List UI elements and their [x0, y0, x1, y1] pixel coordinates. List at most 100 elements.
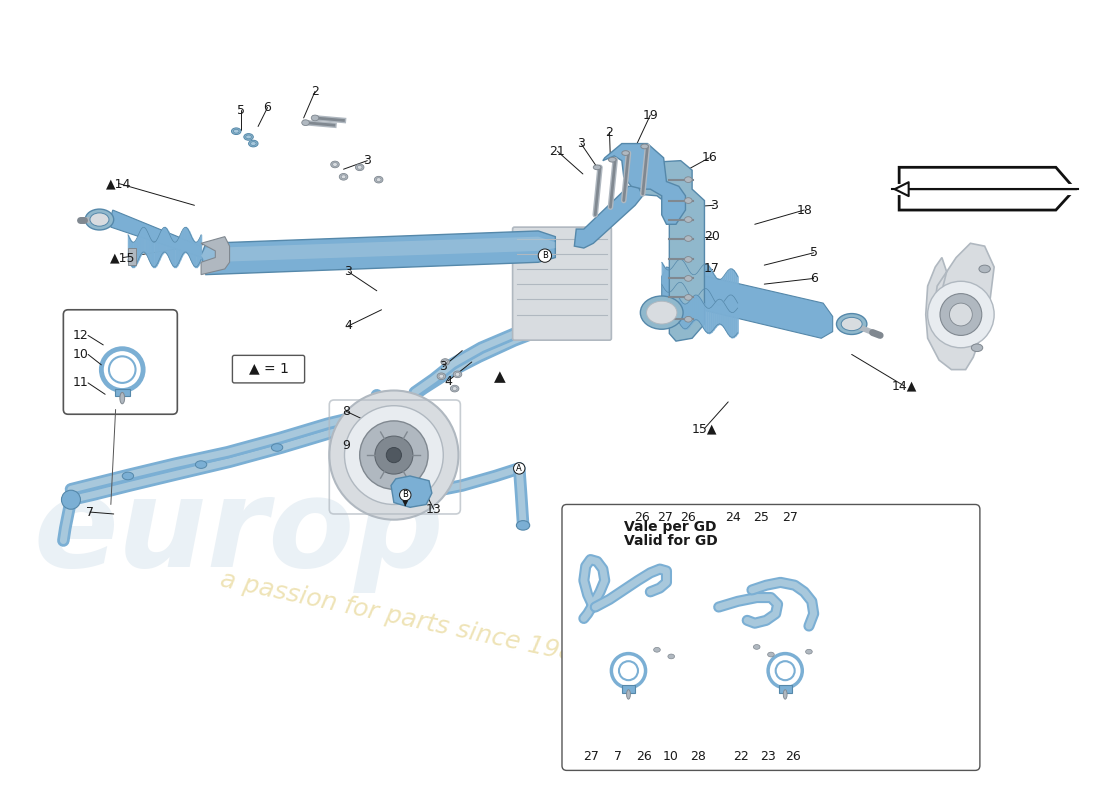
Ellipse shape [376, 178, 381, 182]
Text: 3: 3 [578, 137, 585, 150]
Text: A: A [516, 464, 522, 473]
Text: 20: 20 [704, 230, 720, 243]
Polygon shape [662, 267, 833, 338]
Polygon shape [111, 210, 201, 258]
Text: 9: 9 [342, 439, 350, 452]
Ellipse shape [805, 650, 812, 654]
Ellipse shape [684, 275, 692, 282]
Circle shape [940, 294, 982, 335]
Text: 6: 6 [810, 272, 817, 285]
Text: 6: 6 [264, 101, 272, 114]
Ellipse shape [249, 140, 258, 147]
Ellipse shape [783, 690, 788, 699]
Circle shape [360, 421, 428, 490]
Ellipse shape [647, 302, 676, 324]
Ellipse shape [251, 142, 256, 146]
Ellipse shape [233, 130, 239, 133]
Text: 27: 27 [583, 750, 600, 762]
Text: 22: 22 [734, 750, 749, 762]
Text: 3: 3 [344, 266, 352, 278]
Ellipse shape [684, 294, 692, 300]
Polygon shape [634, 161, 704, 341]
Circle shape [949, 303, 972, 326]
Ellipse shape [450, 386, 459, 392]
Ellipse shape [437, 373, 446, 379]
Text: ▲: ▲ [494, 369, 506, 384]
Ellipse shape [452, 386, 456, 390]
Text: 16: 16 [702, 151, 717, 164]
Ellipse shape [668, 654, 674, 659]
Text: B: B [542, 251, 548, 260]
Ellipse shape [640, 296, 683, 330]
Text: europ: europ [34, 473, 444, 594]
Ellipse shape [754, 645, 760, 650]
FancyBboxPatch shape [513, 227, 612, 340]
Text: 7: 7 [86, 506, 94, 518]
Circle shape [514, 462, 525, 474]
Text: 3: 3 [710, 198, 718, 212]
Text: 13: 13 [426, 502, 441, 516]
Text: ▲15: ▲15 [110, 251, 136, 264]
Ellipse shape [355, 164, 364, 170]
Polygon shape [201, 237, 230, 274]
Bar [621, 685, 635, 693]
Text: 8: 8 [342, 405, 351, 418]
Text: 17: 17 [704, 262, 720, 275]
Ellipse shape [439, 374, 443, 378]
FancyBboxPatch shape [562, 505, 980, 770]
Polygon shape [201, 231, 556, 274]
Text: 4: 4 [444, 374, 452, 387]
Ellipse shape [684, 217, 692, 222]
Ellipse shape [684, 177, 692, 182]
Text: 26: 26 [636, 750, 651, 762]
FancyBboxPatch shape [64, 310, 177, 414]
Text: 7: 7 [614, 750, 622, 762]
Ellipse shape [641, 144, 648, 149]
Ellipse shape [196, 461, 207, 468]
Circle shape [386, 447, 402, 462]
Text: 21: 21 [549, 145, 565, 158]
Ellipse shape [684, 236, 692, 242]
Ellipse shape [339, 174, 348, 180]
Ellipse shape [836, 314, 867, 334]
Ellipse shape [244, 134, 253, 140]
Text: 3: 3 [363, 154, 371, 167]
Text: 23: 23 [760, 750, 775, 762]
Text: 5: 5 [810, 246, 817, 259]
Circle shape [399, 490, 411, 501]
Text: 3: 3 [439, 360, 448, 374]
Polygon shape [603, 143, 685, 224]
Text: 11: 11 [73, 377, 88, 390]
Text: 12: 12 [73, 329, 88, 342]
Text: 14▲: 14▲ [891, 379, 916, 392]
FancyBboxPatch shape [232, 355, 305, 383]
Ellipse shape [122, 472, 133, 480]
Text: B: B [403, 490, 408, 499]
Ellipse shape [120, 393, 124, 404]
Ellipse shape [453, 371, 462, 378]
Ellipse shape [374, 176, 383, 183]
Text: 15▲: 15▲ [692, 422, 717, 435]
Text: 19: 19 [642, 109, 658, 122]
Text: Vale per GD: Vale per GD [624, 520, 716, 534]
Polygon shape [899, 167, 1075, 210]
Text: 18: 18 [796, 203, 812, 217]
Ellipse shape [441, 358, 450, 366]
Ellipse shape [593, 165, 601, 170]
Text: ▲ = 1: ▲ = 1 [249, 362, 288, 376]
Ellipse shape [85, 209, 113, 230]
Text: 27: 27 [782, 511, 797, 524]
Ellipse shape [341, 175, 345, 178]
Text: 26: 26 [634, 511, 650, 524]
Ellipse shape [684, 257, 692, 262]
Text: 10: 10 [662, 750, 679, 762]
Bar [114, 389, 130, 396]
Ellipse shape [842, 318, 862, 330]
Ellipse shape [971, 344, 982, 351]
Text: 24: 24 [725, 511, 740, 524]
Ellipse shape [90, 213, 109, 226]
Text: 2: 2 [311, 85, 319, 98]
Text: 5: 5 [236, 104, 245, 117]
Text: 25: 25 [754, 511, 769, 524]
Ellipse shape [443, 360, 448, 364]
